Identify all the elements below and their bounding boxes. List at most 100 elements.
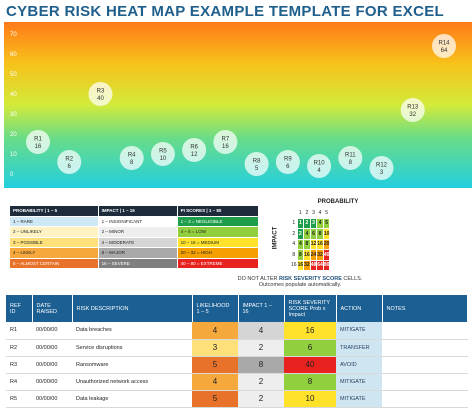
cell-ref-id[interactable]: R4 (6, 373, 32, 391)
cell-action[interactable]: TRANSFER (336, 339, 382, 357)
matrix-cell: 20 (322, 238, 331, 250)
bubble-marker (432, 34, 456, 58)
note-suffix: CELLS. (341, 276, 363, 282)
bubble-value: 4 (317, 168, 321, 174)
legend-header-probability: PROBABILITY | 1 – 5 (9, 205, 99, 217)
cell-likelihood[interactable]: 3 (192, 339, 238, 357)
matrix-cell: 64 (316, 259, 324, 271)
risk-register-table: REF ID DATE RAISED RISK DESCRIPTION LIKE… (6, 295, 468, 408)
cell-action[interactable]: AVOID (336, 356, 382, 374)
cell-likelihood[interactable]: 5 (192, 390, 238, 408)
cell-description[interactable]: Unauthorized network access (72, 373, 192, 391)
cell-likelihood[interactable]: 4 (192, 373, 238, 391)
cell-date[interactable]: 00/00/00 (32, 322, 72, 340)
col-header-risk-description: RISK DESCRIPTION (72, 295, 193, 322)
bubble-marker (26, 130, 50, 154)
legend-prob-1: 1 – RARE (9, 215, 99, 227)
legend-prob-5: 5 – ALMOST CERTAIN (9, 257, 99, 269)
probability-axis-label: PROBABILITY (317, 199, 359, 205)
bubble-label: R5 (159, 149, 167, 155)
cell-notes[interactable] (382, 322, 468, 340)
legend-prob-2: 2 – UNLIKELY (9, 226, 99, 238)
cell-likelihood[interactable]: 4 (192, 322, 238, 340)
cell-date[interactable]: 00/00/00 (32, 373, 72, 391)
bubble-label: R3 (97, 89, 105, 95)
bubble-value: 64 (441, 48, 448, 54)
chart-background (4, 22, 472, 188)
table-row: R2 00/00/00 Service disruptions 3 2 6 TR… (6, 339, 468, 357)
cell-impact[interactable]: 4 (238, 322, 284, 340)
risk-bubble-r2: R26 (57, 150, 82, 174)
y-tick-label: 20 (10, 132, 17, 138)
cell-description[interactable]: Ransomware (72, 356, 192, 374)
cell-description[interactable]: Service disruptions (72, 339, 192, 357)
cell-ref-id[interactable]: R3 (6, 356, 32, 374)
bubble-label: R7 (222, 137, 230, 143)
cell-impact[interactable]: 2 (238, 373, 284, 391)
rating-legend: PROBABILITY | 1 – 5 IMPACT | 1 – 16 PI S… (9, 205, 260, 269)
impact-axis-label: IMPACT (272, 226, 279, 250)
matrix-cell: 80 (322, 259, 331, 271)
legend-impact-8: 8 – MAJOR (97, 247, 178, 259)
cell-action[interactable]: MITIGATE (336, 373, 382, 391)
cell-ref-id[interactable]: R2 (6, 339, 32, 357)
col-header-severity: RISK SEVERITY SCORE Prob x Impact (284, 295, 337, 322)
matrix-row-header: 16 (290, 259, 298, 271)
cell-date[interactable]: 00/00/00 (32, 390, 72, 408)
bubble-marker (213, 130, 238, 154)
matrix-cell: 32 (303, 259, 311, 271)
cell-date[interactable]: 00/00/00 (32, 339, 72, 357)
matrix-cell: 5 (322, 217, 331, 229)
bubble-marker (119, 146, 144, 170)
cell-ref-id[interactable]: R1 (6, 322, 32, 340)
bubble-value: 5 (255, 166, 259, 172)
cell-ref-id[interactable]: R5 (6, 390, 32, 408)
bubble-marker (338, 146, 363, 170)
legend-score-extreme: 40 – 80 = EXTREME (176, 257, 260, 269)
note-line2: Outcomes populate automatically. (258, 282, 342, 288)
note-bold: RISK SEVERITY SCORE (279, 276, 342, 282)
cell-severity: 6 (284, 339, 336, 357)
risk-bubble-r8: R85 (244, 152, 269, 176)
cell-notes[interactable] (382, 373, 468, 391)
cell-impact[interactable]: 2 (238, 339, 284, 357)
bubble-label: R4 (128, 153, 136, 159)
legend-header-impact: IMPACT | 1 – 16 (97, 205, 178, 217)
cell-notes[interactable] (382, 356, 468, 374)
bubble-value: 8 (349, 160, 353, 166)
y-tick-label: 40 (10, 92, 17, 98)
bubble-marker (244, 152, 269, 176)
risk-bubble-r4: R48 (119, 146, 144, 170)
table-row: R5 00/00/00 Data leakage 5 2 10 MITIGATE (6, 390, 468, 408)
legend-impact-1: 1 – INSIGNIFICANT (97, 215, 178, 227)
table-row: R1 00/00/00 Data breaches 4 4 16 MITIGAT… (6, 322, 468, 340)
page-title: CYBER RISK HEAT MAP EXAMPLE TEMPLATE FOR… (6, 3, 444, 20)
y-tick-label: 0 (10, 172, 14, 178)
cell-impact[interactable]: 2 (238, 390, 284, 408)
bubble-marker (182, 138, 207, 162)
risk-bubble-r9: R96 (275, 150, 300, 174)
cell-action[interactable]: MITIGATE (336, 322, 382, 340)
cell-description[interactable]: Data breaches (72, 322, 192, 340)
cell-likelihood[interactable]: 5 (192, 356, 238, 374)
col-header-notes: NOTES (382, 295, 468, 322)
matrix-cell: 40 (322, 249, 331, 261)
col-header-likelihood: LIKELIHOOD 1 – 5 (192, 295, 239, 322)
cell-severity: 40 (284, 356, 336, 374)
bubble-label: R14 (438, 41, 450, 47)
bubble-value: 3 (380, 170, 384, 176)
bubble-value: 32 (409, 112, 416, 118)
cell-notes[interactable] (382, 390, 468, 408)
cell-date[interactable]: 00/00/00 (32, 356, 72, 374)
y-tick-label: 60 (10, 52, 17, 58)
note-prefix: DO NOT ALTER (237, 276, 280, 282)
cell-description[interactable]: Data leakage (72, 390, 192, 408)
cell-action[interactable]: MITIGATE (336, 390, 382, 408)
cell-notes[interactable] (382, 339, 468, 357)
cell-impact[interactable]: 8 (238, 356, 284, 374)
